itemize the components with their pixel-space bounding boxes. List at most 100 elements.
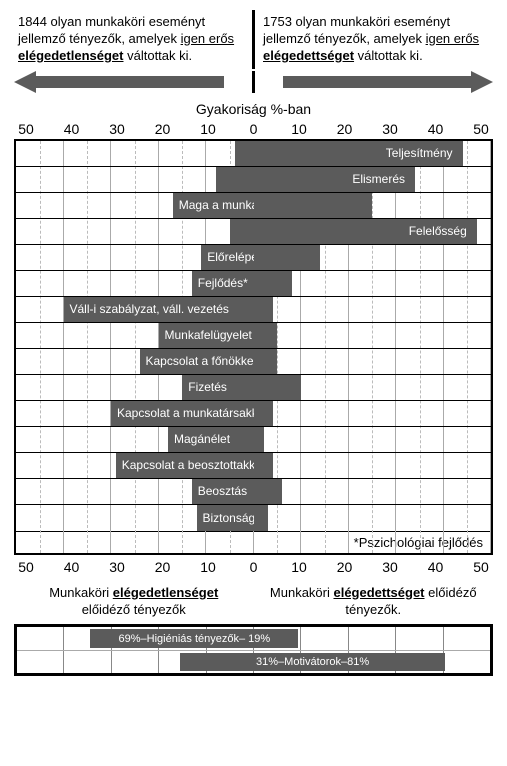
hl-bold: elégedetlenséget <box>18 48 124 63</box>
bar-positive <box>254 349 278 374</box>
factor-label: Biztonság <box>203 511 256 525</box>
bar-negative: Előrelépés <box>201 245 253 270</box>
bar-positive <box>254 479 283 504</box>
summary-row-hygiene: 69%–Higiéniás tényezők– 19% <box>17 627 490 651</box>
axis-tick: 10 <box>287 559 311 575</box>
axis-tick: 20 <box>333 559 357 575</box>
factor-row: Beosztás <box>16 479 491 505</box>
bar-negative: Biztonság <box>197 505 254 531</box>
axis-tick: 10 <box>196 559 220 575</box>
header-left: 1844 olyan munkaköri eseményt jellemző t… <box>10 10 252 69</box>
arrow-right-icon <box>283 71 493 93</box>
hr-bold: elégedettséget <box>263 48 354 63</box>
arrows-row <box>10 71 497 93</box>
bar-negative <box>235 141 254 166</box>
bar-positive <box>254 245 321 270</box>
summary-row-motiv: 31%–Motivátorok–81% <box>17 651 490 674</box>
hr-pre: 1753 olyan munkaköri eseményt jellemző t… <box>263 14 450 46</box>
factor-label: Munkafelügyelet <box>165 328 252 342</box>
factor-row: Munkafelügyelet <box>16 323 491 349</box>
chart-frame: TeljesítményElismerésMaga a munkaFelelős… <box>14 139 493 555</box>
bar-negative: Kapcsolat a főnökkel <box>140 349 254 374</box>
bar-negative: Maga a munka <box>173 193 254 218</box>
bar-positive <box>254 271 292 296</box>
bar-positive <box>254 427 264 452</box>
bar-positive <box>254 297 273 322</box>
footnote-text: *Pszichológiai fejlődés <box>354 535 483 550</box>
factor-label: Maga a munka <box>179 198 258 212</box>
axis-tick: 20 <box>333 121 357 137</box>
bar-positive: Elismerés <box>254 167 416 192</box>
axis-title: Gyakoriság %-ban <box>10 101 497 117</box>
bar-negative: Váll-i szabályzat, váll. vezetés <box>64 297 254 322</box>
factor-label: Kapcsolat a főnökkel <box>146 354 257 368</box>
axis-tick: 50 <box>14 121 38 137</box>
hl-ul: igen erős <box>181 31 234 46</box>
summary-motiv-label: 31%–Motivátorok–81% <box>256 656 369 668</box>
axis-tick: 10 <box>196 121 220 137</box>
bar-negative <box>216 167 254 192</box>
arrow-left-cell <box>10 71 252 93</box>
factor-label: Váll-i szabályzat, váll. vezetés <box>70 302 229 316</box>
blr-pre: Munkaköri <box>270 585 334 600</box>
summary-bar-motiv: 31%–Motivátorok–81% <box>180 653 445 672</box>
axis-labels-top: 504030201001020304050 <box>10 121 497 137</box>
factor-label: Felelősség <box>409 224 467 238</box>
factor-label: Beosztás <box>198 484 247 498</box>
factor-row: Elismerés <box>16 167 491 193</box>
bar-positive <box>254 375 302 400</box>
factor-label: Kapcsolat a beosztottakkal <box>122 458 265 472</box>
bar-positive <box>254 401 273 426</box>
axis-tick: 30 <box>378 121 402 137</box>
axis-tick: 30 <box>105 121 129 137</box>
arrow-left-icon <box>14 71 224 93</box>
footnote-row: *Pszichológiai fejlődés <box>16 531 491 553</box>
factor-row: Előrelépés <box>16 245 491 271</box>
axis-labels-bottom: 504030201001020304050 <box>10 559 497 575</box>
bottom-labels: Munkaköri elégedetlenséget előidéző tény… <box>10 585 497 619</box>
factor-row: Kapcsolat a munkatársakkal <box>16 401 491 427</box>
factor-row: Magánélet <box>16 427 491 453</box>
bar-negative: Beosztás <box>192 479 254 504</box>
bar-positive: Teljesítmény <box>254 141 463 166</box>
axis-tick: 40 <box>424 121 448 137</box>
axis-tick: 10 <box>287 121 311 137</box>
summary-frame: 69%–Higiéniás tényezők– 19% 31%–Motiváto… <box>14 624 493 676</box>
bar-negative: Magánélet <box>168 427 254 452</box>
factor-row: Kapcsolat a főnökkel <box>16 349 491 375</box>
bar-positive: Felelősség <box>254 219 477 244</box>
bar-negative: Munkafelügyelet <box>159 323 254 348</box>
bar-negative <box>230 219 254 244</box>
bll-pre: Munkaköri <box>49 585 113 600</box>
bll-bold: elégedetlenséget <box>113 585 219 600</box>
bar-negative: Kapcsolat a beosztottakkal <box>116 453 254 478</box>
header-row: 1844 olyan munkaköri eseményt jellemző t… <box>10 10 497 69</box>
bll-post: előidéző tényezők <box>82 602 186 617</box>
bar-positive <box>254 193 373 218</box>
factor-label: Kapcsolat a munkatársakkal <box>117 406 267 420</box>
chart-rows: TeljesítményElismerésMaga a munkaFelelős… <box>16 141 491 531</box>
bar-negative: Kapcsolat a munkatársakkal <box>111 401 254 426</box>
factor-row: Felelősség <box>16 219 491 245</box>
bar-negative: Fejlődés* <box>192 271 254 296</box>
axis-tick: 40 <box>424 559 448 575</box>
factor-label: Fejlődés* <box>198 276 248 290</box>
axis-tick: 30 <box>105 559 129 575</box>
axis-tick: 30 <box>378 559 402 575</box>
axis-tick: 50 <box>469 121 493 137</box>
axis-tick: 0 <box>242 121 266 137</box>
factor-row: Teljesítmény <box>16 141 491 167</box>
bar-positive <box>254 453 273 478</box>
axis-tick: 40 <box>60 121 84 137</box>
axis-tick: 40 <box>60 559 84 575</box>
bar-positive <box>254 505 268 531</box>
factor-label: Fizetés <box>188 380 227 394</box>
blr-bold: elégedettséget <box>333 585 424 600</box>
factor-row: Kapcsolat a beosztottakkal <box>16 453 491 479</box>
factor-label: Magánélet <box>174 432 230 446</box>
factor-row: Váll-i szabályzat, váll. vezetés <box>16 297 491 323</box>
bar-positive <box>254 323 278 348</box>
hl-pre: 1844 olyan munkaköri eseményt jellemző t… <box>18 14 205 46</box>
arrow-right-cell <box>255 71 497 93</box>
bottom-label-left: Munkaköri elégedetlenséget előidéző tény… <box>14 585 254 619</box>
